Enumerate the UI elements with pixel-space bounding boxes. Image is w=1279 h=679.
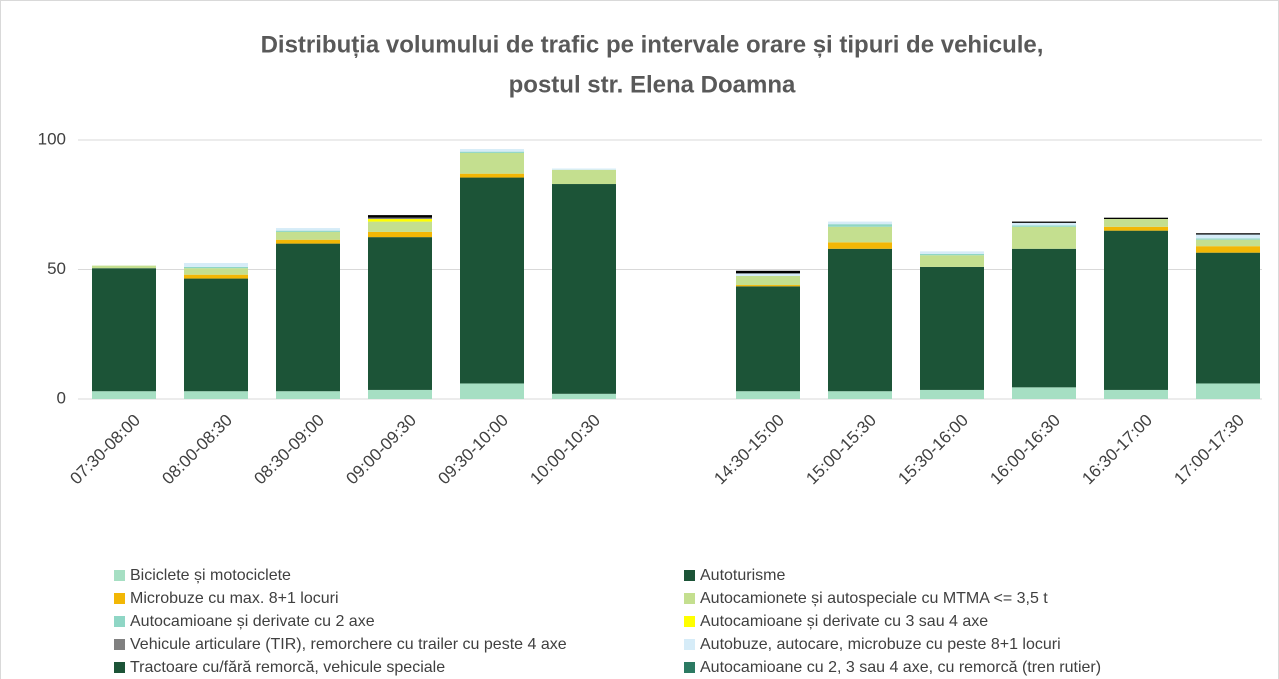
- legend-swatch: [684, 662, 695, 673]
- bar-segment: [1196, 233, 1260, 235]
- bar-segment: [1104, 226, 1168, 231]
- bar-segment: [184, 266, 248, 269]
- y-tick-label: 50: [47, 259, 66, 278]
- bar-segment: [368, 215, 432, 218]
- bar-segment: [276, 228, 340, 231]
- bar-segment: [1012, 225, 1076, 227]
- legend-label: Microbuze cu max. 8+1 locuri: [130, 590, 339, 607]
- bar-segment: [184, 274, 248, 279]
- legend-label: Autocamioane cu 2, 3 sau 4 axe, cu remor…: [700, 659, 1101, 676]
- bar-segment: [184, 263, 248, 267]
- legend-label: Autoturisme: [700, 567, 785, 584]
- bar-segment: [828, 242, 892, 249]
- bar-segment: [92, 391, 156, 399]
- bar-segment: [920, 251, 984, 254]
- bar-segment: [736, 286, 800, 392]
- bar-segment: [460, 173, 524, 178]
- bar-segment: [1196, 383, 1260, 399]
- bar-segment: [552, 168, 616, 170]
- bar-segment: [736, 275, 800, 286]
- bar-segment: [1196, 238, 1260, 240]
- legend-swatch: [684, 616, 695, 627]
- legend-swatch: [684, 570, 695, 581]
- bar-segment: [1196, 246, 1260, 253]
- bar-segment: [1196, 239, 1260, 247]
- bar-segment: [92, 268, 156, 392]
- bar-segment: [828, 226, 892, 243]
- bar-segment: [460, 152, 524, 174]
- legend-swatch: [114, 662, 125, 673]
- legend-swatch: [114, 570, 125, 581]
- bar-segment: [552, 184, 616, 394]
- y-tick-label: 0: [57, 388, 66, 407]
- bar-segment: [184, 391, 248, 399]
- legend-label: Autocamioane și derivate cu 2 axe: [130, 613, 375, 630]
- legend-swatch: [114, 616, 125, 627]
- bar-segment: [736, 391, 800, 399]
- bar-segment: [736, 285, 800, 287]
- bar-segment: [920, 266, 984, 390]
- bar-segment: [184, 268, 248, 275]
- bar-segment: [460, 149, 524, 152]
- bar-segment: [920, 389, 984, 399]
- legend-swatch: [684, 593, 695, 604]
- legend-label: Tractoare cu/fără remorcă, vehicule spec…: [130, 659, 445, 676]
- chart-title: Distribuția volumului de trafic pe inter…: [261, 31, 1044, 58]
- bar-segment: [1196, 252, 1260, 384]
- bar-segment: [1012, 248, 1076, 388]
- legend-swatch: [114, 639, 125, 650]
- bar-segment: [828, 248, 892, 392]
- bar-segment: [276, 243, 340, 392]
- bar-segment: [368, 237, 432, 390]
- bar-segment: [1012, 221, 1076, 223]
- bar-segment: [276, 391, 340, 399]
- legend-label: Autocamioane și derivate cu 3 sau 4 axe: [700, 613, 988, 630]
- bar-segment: [1012, 226, 1076, 249]
- bar-segment: [460, 177, 524, 384]
- bar-segment: [736, 270, 800, 274]
- bar-segment: [828, 224, 892, 227]
- bar-segment: [1104, 218, 1168, 227]
- bar-segment: [828, 221, 892, 225]
- bar-segment: [460, 151, 524, 153]
- bar-segment: [552, 169, 616, 185]
- bar-segment: [368, 217, 432, 219]
- bar-segment: [1104, 230, 1168, 390]
- legend-label: Biciclete și motociclete: [130, 567, 291, 584]
- bar-segment: [92, 265, 156, 269]
- bar-segment: [920, 253, 984, 256]
- bar-segment: [736, 273, 800, 276]
- bar-segment: [1012, 387, 1076, 399]
- y-tick-label: 100: [38, 129, 66, 148]
- bar-segment: [368, 231, 432, 238]
- bar-segment: [828, 391, 892, 399]
- bar-segment: [552, 393, 616, 399]
- bar-segment: [184, 278, 248, 392]
- bar-segment: [276, 231, 340, 240]
- legend-label: Vehicule articulare (TIR), remorchere cu…: [130, 636, 567, 653]
- bar-segment: [1196, 234, 1260, 239]
- bar-segment: [1104, 217, 1168, 219]
- bar-segment: [368, 221, 432, 232]
- bar-segment: [368, 389, 432, 399]
- legend-label: Autocamionete și autospeciale cu MTMA <=…: [700, 590, 1048, 607]
- bar-segment: [460, 383, 524, 399]
- bar-segment: [1104, 389, 1168, 399]
- bar-segment: [276, 230, 340, 232]
- legend-swatch: [684, 639, 695, 650]
- bar-segment: [1012, 222, 1076, 226]
- bar-segment: [368, 218, 432, 222]
- legend-label: Autobuze, autocare, microbuze cu peste 8…: [700, 636, 1061, 653]
- bar-segment: [276, 239, 340, 244]
- chart-title: postul str. Elena Doamna: [509, 71, 796, 98]
- legend-swatch: [114, 593, 125, 604]
- bar-segment: [920, 255, 984, 267]
